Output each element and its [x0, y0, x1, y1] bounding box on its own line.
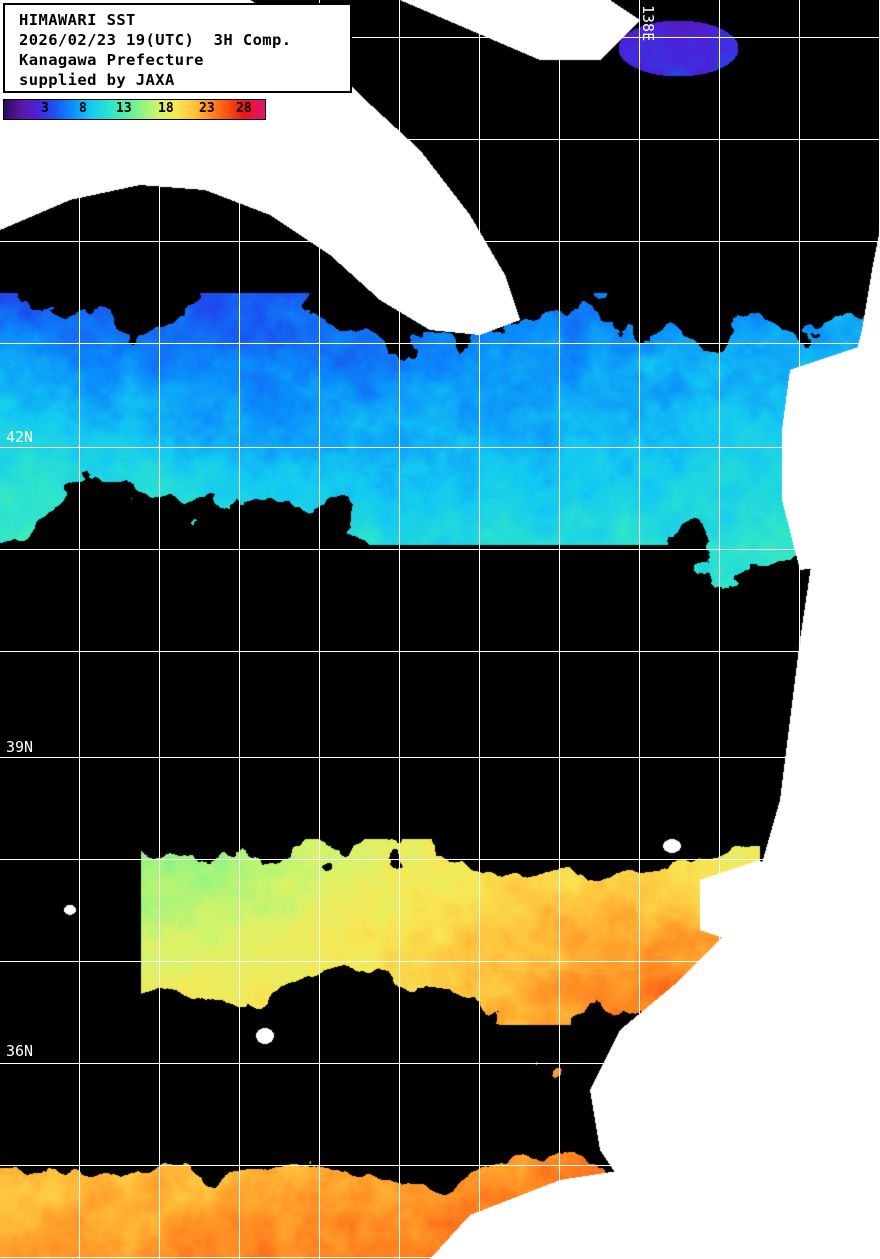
grid-line-horizontal: [0, 757, 880, 758]
grid-line-horizontal: [0, 1063, 880, 1064]
grid-line-vertical: [399, 0, 400, 1259]
grid-line-horizontal: [0, 549, 880, 550]
grid-line-vertical: [799, 0, 800, 1259]
colorbar-tick-8: 8: [79, 101, 87, 116]
grid-line-horizontal: [0, 343, 880, 344]
legend-datetime: 2026/02/23 19(UTC) 3H Comp.: [19, 31, 292, 49]
colorbar-tick-13: 13: [116, 101, 132, 116]
legend-title: HIMAWARI SST: [19, 11, 136, 29]
grid-line-horizontal: [0, 37, 880, 38]
grid-line-vertical: [479, 0, 480, 1259]
grid-line-horizontal: [0, 1257, 880, 1258]
legend-info-box: HIMAWARI SST 2026/02/23 19(UTC) 3H Comp.…: [3, 3, 352, 93]
grid-line-vertical: [79, 0, 80, 1259]
colorbar-tick-18: 18: [158, 101, 174, 116]
grid-line-horizontal: [0, 1165, 880, 1166]
colorbar-tick-3: 3: [41, 101, 49, 116]
grid-line-horizontal: [0, 139, 880, 140]
legend-region: Kanagawa Prefecture: [19, 51, 204, 69]
lat-label-39N: 39N: [6, 738, 34, 756]
grid-line-horizontal: [0, 651, 880, 652]
grid-line-horizontal: [0, 447, 880, 448]
temperature-colorbar: 3 8 13 18 23 28: [3, 99, 266, 120]
lat-label-42N: 42N: [6, 428, 34, 446]
grid-line-horizontal: [0, 241, 880, 242]
grid-line-vertical: [719, 0, 720, 1259]
grid-line-vertical: [639, 0, 640, 1259]
colorbar-tick-28: 28: [236, 101, 252, 116]
colorbar-gradient: [3, 99, 266, 120]
lon-label-138E: 138E: [639, 5, 657, 42]
grid-line-horizontal: [0, 859, 880, 860]
grid-line-vertical: [159, 0, 160, 1259]
grid-line-vertical: [319, 0, 320, 1259]
colorbar-tick-23: 23: [199, 101, 215, 116]
grid-line-horizontal: [0, 961, 880, 962]
grid-line-vertical: [559, 0, 560, 1259]
legend-source: supplied by JAXA: [19, 71, 175, 89]
grid-line-vertical: [239, 0, 240, 1259]
lat-label-36N: 36N: [6, 1042, 34, 1060]
